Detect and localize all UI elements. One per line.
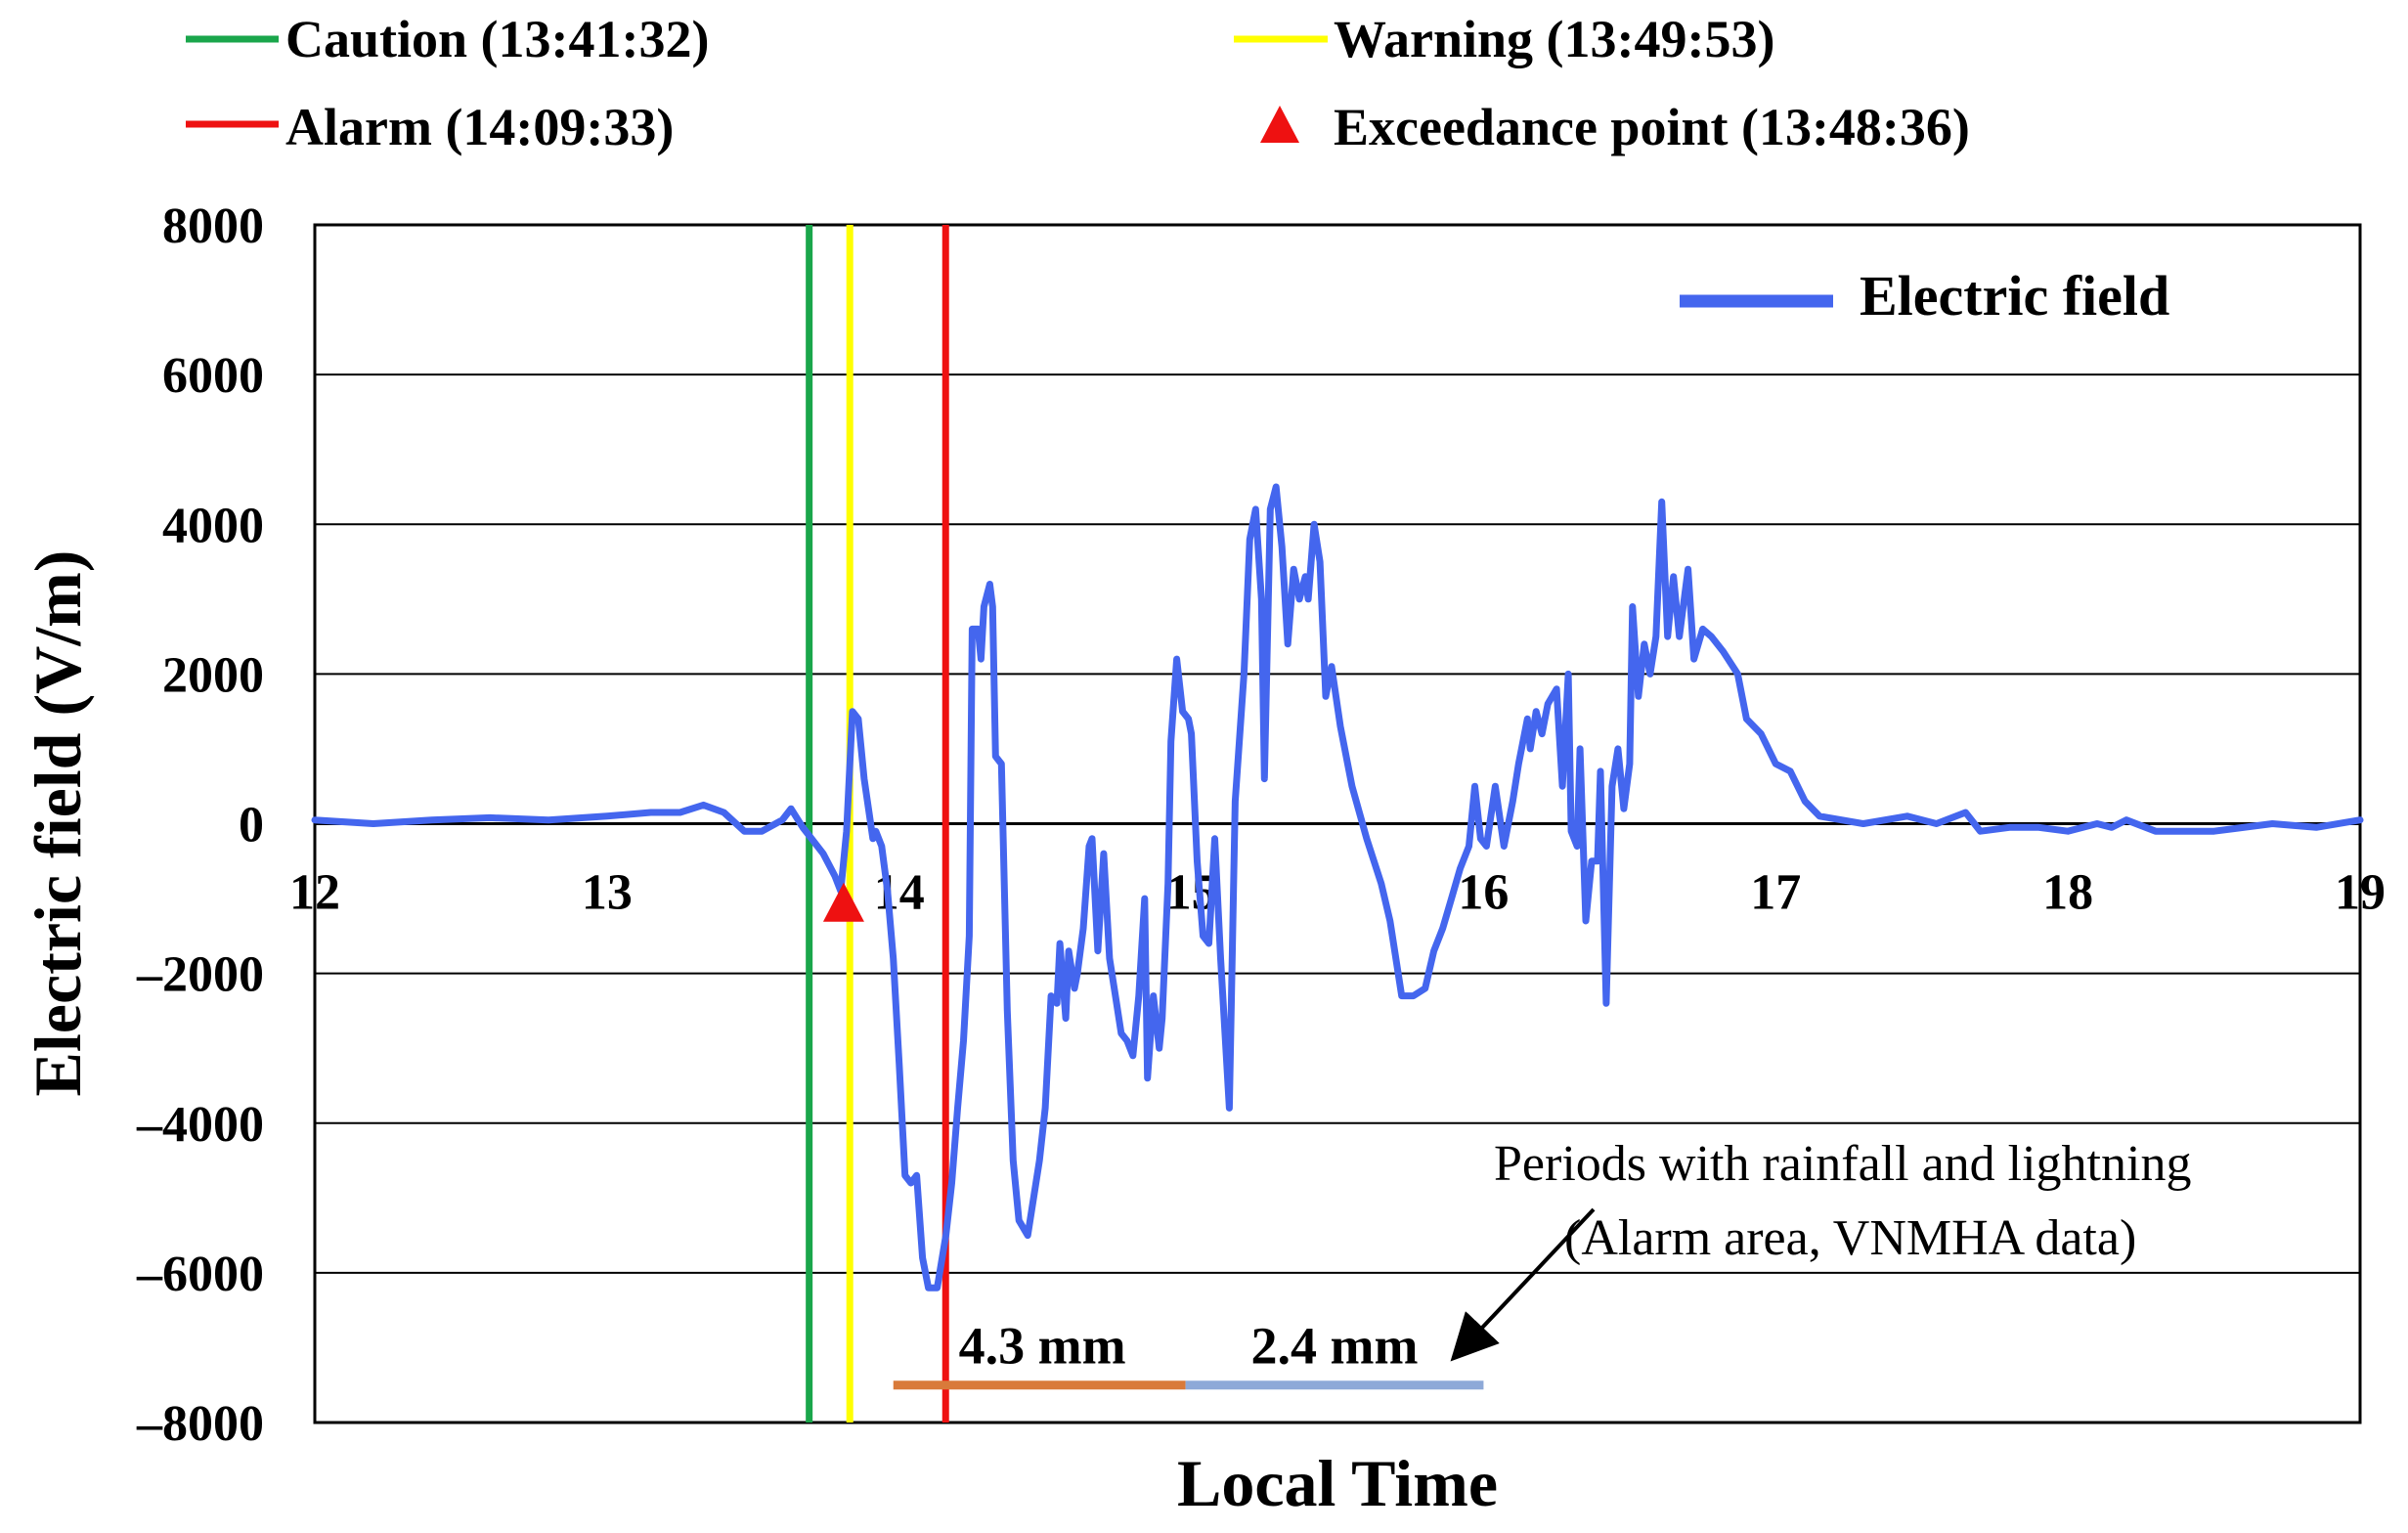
electric-field-legend-label: Electric field [1860, 264, 2169, 328]
x-tick-label: 13 [582, 865, 633, 921]
alarm-legend-label: Alarm (14:09:33) [285, 98, 674, 156]
y-axis-ticks: 8000 6000 4000 2000 0 –2000 –4000 –6000 –8000 [136, 198, 264, 1452]
y-tick-label: 0 [239, 798, 264, 854]
y-tick-label: –2000 [136, 947, 264, 1003]
y-tick-label: 2000 [162, 647, 264, 703]
warning-legend-label: Warning (13:49:53) [1334, 10, 1775, 68]
annotation-line-1: Periods with rainfall and lightning [1494, 1136, 2191, 1192]
plot-area [313, 223, 2362, 1424]
y-tick-label: –4000 [136, 1097, 264, 1153]
annotation-line-2: (Alarm area, VNMHA data) [1564, 1210, 2136, 1266]
x-tick-label: 18 [2042, 865, 2093, 921]
y-tick-label: 6000 [162, 348, 264, 404]
x-axis-title: Local Time [1177, 1446, 1498, 1520]
exceedance-point-marker [822, 882, 864, 922]
y-tick-label: 4000 [162, 498, 264, 553]
y-tick-label: –8000 [136, 1396, 264, 1452]
x-tick-label: 14 [874, 865, 925, 921]
rainfall-amount-label: 4.3 mm [959, 1317, 1126, 1376]
exceedance-legend-triangle-icon [1260, 106, 1299, 143]
electric-field-series-line [311, 483, 2364, 1292]
y-axis-title: Electric field (V/m) [21, 550, 95, 1097]
annotation-arrow [1450, 1207, 1596, 1362]
x-tick-label: 17 [1750, 865, 1801, 921]
caution-legend-label: Caution (13:41:32) [285, 10, 709, 68]
y-tick-label: –6000 [136, 1247, 264, 1302]
y-tick-label: 8000 [162, 198, 264, 254]
top-legend: Caution (13:41:32) Warning (13:49:53) Al… [186, 10, 1970, 156]
rainfall-amount-label: 2.4 mm [1251, 1317, 1419, 1376]
x-axis-ticks: 12 13 14 15 16 17 18 19 [289, 865, 2386, 921]
x-tick-label: 12 [289, 865, 340, 921]
x-tick-label: 19 [2335, 865, 2386, 921]
series-legend: Electric field [1680, 264, 2169, 328]
rainfall-periods: 4.3 mm 2.4 mm [893, 1317, 1484, 1390]
rainfall-annotation: Periods with rainfall and lightning (Ala… [1450, 1136, 2191, 1362]
exceedance-legend-label: Exceedance point (13:48:36) [1334, 98, 1970, 156]
x-tick-label: 16 [1458, 865, 1509, 921]
